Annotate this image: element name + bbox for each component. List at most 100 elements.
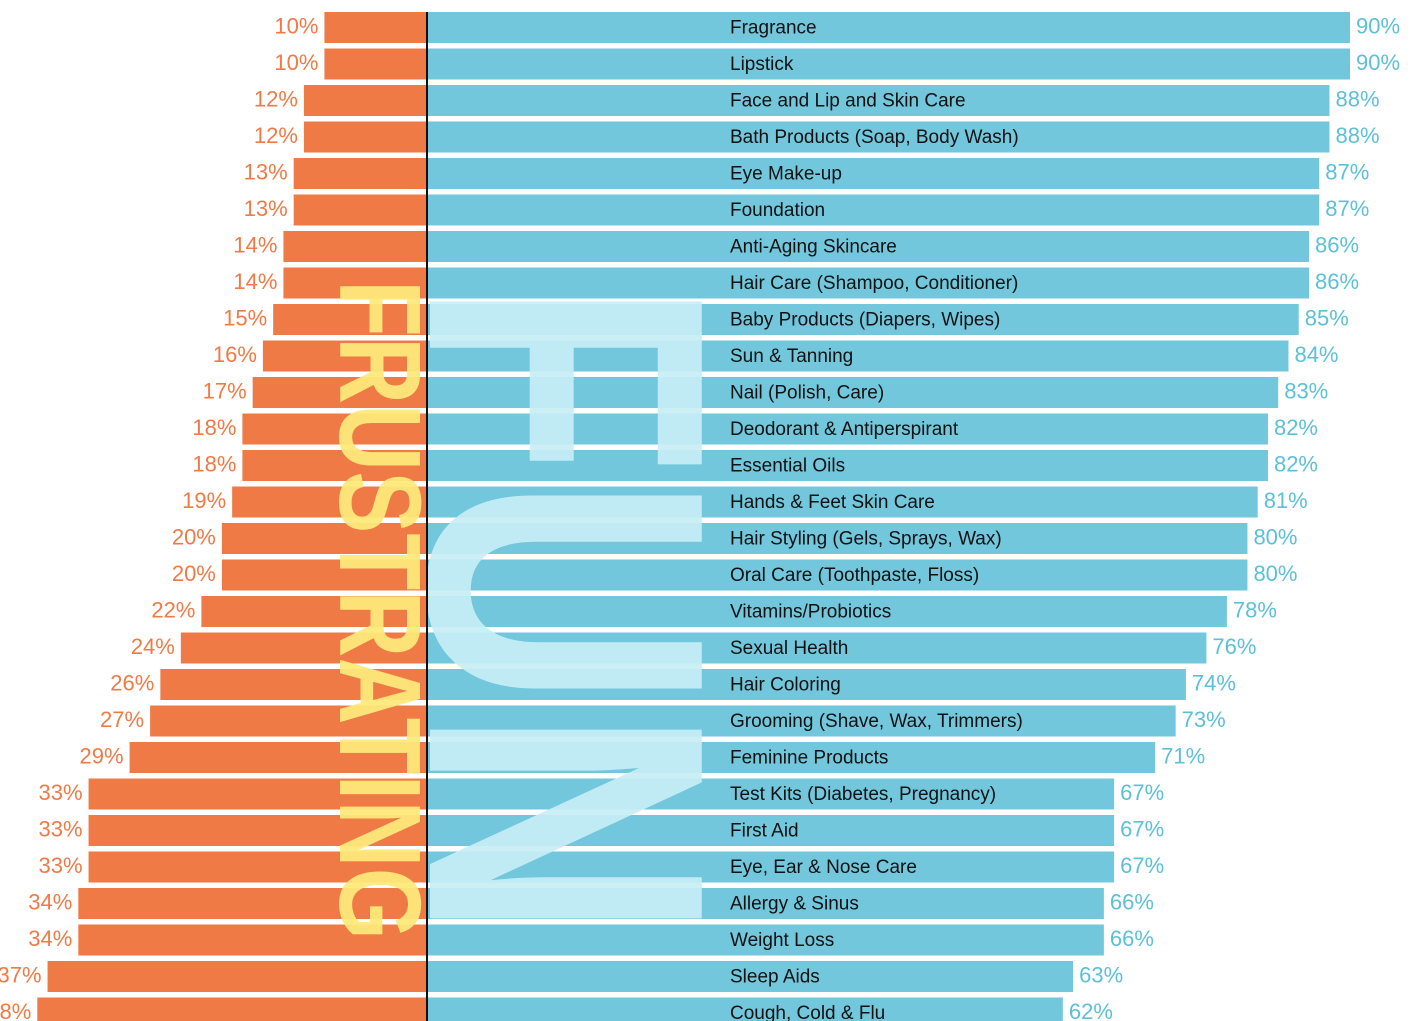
category-label: Fragrance [730, 18, 817, 39]
category-label: Sexual Health [730, 638, 848, 659]
bar [427, 523, 1248, 554]
category-label: Test Kits (Diabetes, Pregnancy) [730, 784, 996, 805]
value-label: 88% [1335, 86, 1379, 111]
value-label: 86% [1315, 232, 1359, 257]
bar [47, 961, 428, 992]
bar [427, 778, 1115, 810]
bar [273, 304, 427, 335]
bar [427, 377, 1279, 408]
category-label: Eye, Ear & Nose Care [730, 857, 917, 878]
value-label: 37% [0, 962, 42, 987]
bar [427, 997, 1063, 1021]
value-label: 19% [182, 488, 226, 513]
category-label: Deodorant & Antiperspirant [730, 419, 959, 440]
bar [427, 340, 1289, 372]
value-label: 10% [274, 50, 318, 75]
bar [427, 924, 1104, 956]
category-label: Feminine Products [730, 748, 888, 769]
bar [427, 231, 1309, 262]
overlay-word: FUN [346, 280, 788, 940]
bar [427, 48, 1350, 80]
bar [293, 158, 427, 189]
value-label: 82% [1274, 451, 1318, 476]
category-label: Oral Care (Toothpaste, Floss) [730, 565, 979, 586]
value-label: 67% [1120, 816, 1164, 841]
category-label: Face and Lip and Skin Care [730, 91, 966, 112]
bar [427, 158, 1320, 189]
value-label: 80% [1253, 561, 1297, 586]
category-label: Weight Loss [730, 930, 834, 951]
bar [427, 121, 1330, 153]
value-label: 86% [1315, 269, 1359, 294]
value-label: 66% [1110, 889, 1154, 914]
bar [129, 742, 428, 773]
value-label: 62% [1069, 999, 1113, 1021]
value-label: 87% [1325, 196, 1369, 221]
bar [242, 450, 427, 481]
bar [427, 85, 1330, 116]
value-label: 16% [213, 342, 257, 367]
bar [221, 559, 427, 591]
value-label: 34% [28, 926, 72, 951]
bar [221, 523, 427, 554]
category-label: Foundation [730, 200, 825, 221]
value-label: 20% [172, 561, 216, 586]
value-label: 26% [110, 670, 154, 695]
bar [427, 888, 1104, 919]
value-label: 90% [1356, 50, 1400, 75]
value-label: 90% [1356, 13, 1400, 38]
value-label: 78% [1233, 597, 1277, 622]
value-label: 15% [223, 305, 267, 330]
value-label: 88% [1335, 123, 1379, 148]
bar [78, 924, 428, 956]
bar [88, 778, 428, 810]
bar [427, 12, 1350, 43]
value-label: 22% [151, 597, 195, 622]
bar [303, 121, 427, 153]
value-label: 12% [254, 123, 298, 148]
value-label: 85% [1305, 305, 1349, 330]
value-label: 12% [254, 86, 298, 111]
value-label: 74% [1192, 670, 1236, 695]
value-label: 24% [131, 634, 175, 659]
value-label: 34% [28, 889, 72, 914]
bar [37, 997, 428, 1021]
bar [88, 815, 428, 846]
value-label: 33% [39, 853, 83, 878]
bar [324, 48, 427, 80]
value-label: 81% [1264, 488, 1308, 513]
value-label: 17% [203, 378, 247, 403]
bar [427, 705, 1176, 737]
value-label: 29% [80, 743, 124, 768]
value-label: 71% [1161, 743, 1205, 768]
value-label: 67% [1120, 780, 1164, 805]
bar [283, 231, 427, 262]
value-label: 13% [244, 159, 288, 184]
value-label: 87% [1325, 159, 1369, 184]
bar [427, 669, 1186, 700]
category-label: Cough, Cold & Flu [730, 1003, 885, 1021]
value-label: 33% [39, 780, 83, 805]
bar [427, 194, 1320, 226]
bar [262, 340, 427, 372]
bar [427, 632, 1207, 664]
value-label: 18% [192, 451, 236, 476]
bar [150, 705, 427, 737]
value-label: 27% [100, 707, 144, 732]
value-label: 73% [1182, 707, 1226, 732]
category-label: Hair Coloring [730, 675, 841, 696]
bar [427, 742, 1156, 773]
bar [427, 450, 1268, 481]
category-label: Sun & Tanning [730, 346, 853, 367]
bar [78, 888, 428, 919]
category-label: Bath Products (Soap, Body Wash) [730, 127, 1019, 148]
bar [427, 304, 1299, 335]
category-label: Hair Care (Shampoo, Conditioner) [730, 273, 1018, 294]
category-label: Grooming (Shave, Wax, Trimmers) [730, 711, 1023, 732]
category-label: Eye Make-up [730, 164, 842, 185]
bar [427, 267, 1309, 299]
bar [242, 413, 427, 445]
category-label: First Aid [730, 821, 799, 842]
